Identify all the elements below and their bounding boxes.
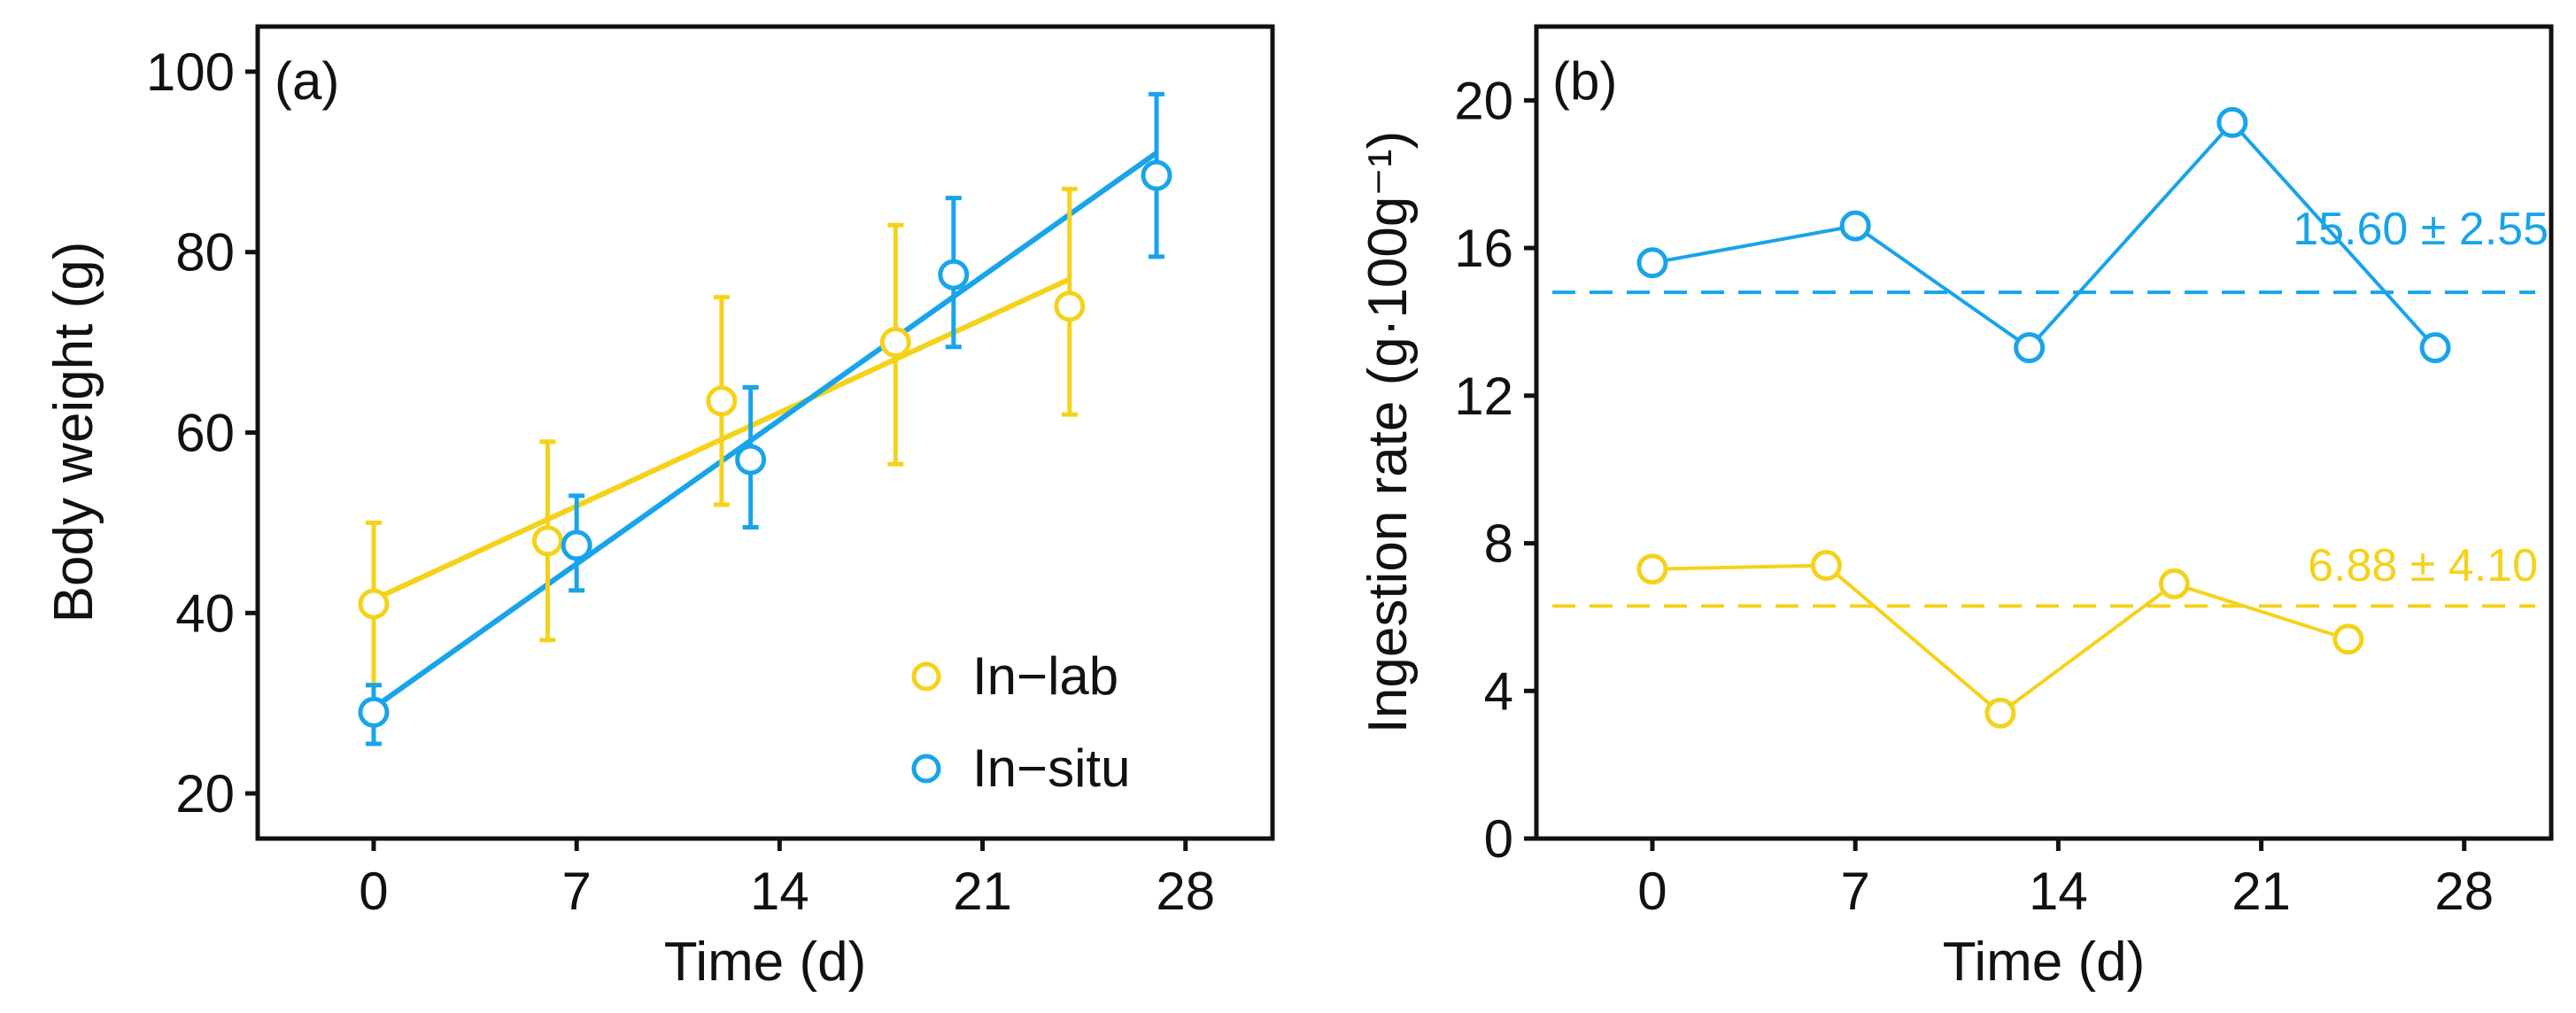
y-tick-label: 100 (146, 43, 235, 102)
panel-b-x-axis: 0 7 14 21 28 (1637, 839, 2494, 921)
y-tick-label: 60 (175, 404, 235, 463)
x-tick-label: 7 (1840, 862, 1869, 921)
mean-label-in-situ: 15.60 ± 2.55 (2293, 204, 2549, 255)
panel-a-x-axis-title: Time (d) (664, 932, 866, 993)
y-tick-label: 0 (1484, 809, 1513, 869)
data-point-in-situ (735, 444, 767, 476)
series-line-in-lab (1652, 563, 2349, 715)
panel-a-y-axis: 20 40 60 80 100 (146, 43, 258, 824)
panel-b-y-axis: 0 4 8 12 16 20 (1454, 71, 1536, 869)
panel-a-y-axis-title: Body weight (g) (43, 242, 104, 623)
y-tick-label: 20 (1454, 71, 1513, 130)
data-point-in-lab (1810, 550, 1842, 582)
legend-label-in-lab: In−lab (972, 646, 1118, 706)
x-tick-label: 14 (750, 862, 809, 921)
data-point-in-lab (1054, 290, 1086, 322)
panel-b-ingestion-rate: (b) 0 4 8 12 16 20 0 7 14 21 28 Time (d) Ingestio… (1358, 24, 2554, 993)
data-point-in-situ (1839, 210, 1871, 242)
x-tick-label: 28 (2434, 862, 2494, 921)
panel-a-x-axis: 0 7 14 21 28 (359, 839, 1215, 921)
panel-b-y-axis-title: Ingestion rate (g·100g⁻¹) (1358, 131, 1419, 734)
data-point-in-situ (2014, 332, 2046, 364)
x-tick-label: 28 (1156, 862, 1215, 921)
legend-marker-in-lab (911, 661, 941, 692)
x-tick-label: 14 (2029, 862, 2088, 921)
panel-a-label: (a) (275, 51, 339, 111)
y-tick-label: 16 (1454, 219, 1513, 278)
data-point-in-lab (531, 525, 563, 557)
legend-label-in-situ: In−situ (972, 738, 1130, 798)
y-tick-label: 20 (175, 764, 235, 824)
data-point-in-lab (2158, 568, 2190, 599)
mean-label-in-lab: 6.88 ± 4.10 (2308, 540, 2538, 592)
data-point-in-situ (938, 259, 970, 290)
data-point-in-situ (358, 696, 390, 728)
x-tick-label: 7 (561, 862, 591, 921)
data-point-in-situ (2216, 106, 2248, 138)
data-point-in-situ (561, 530, 592, 561)
y-tick-label: 80 (175, 223, 235, 282)
panel-b-frame (1534, 24, 2554, 841)
y-tick-label: 8 (1484, 514, 1513, 574)
data-point-in-situ (2419, 332, 2451, 364)
x-tick-label: 0 (1637, 862, 1667, 921)
data-point-in-situ (1636, 247, 1668, 279)
legend-marker-in-situ (911, 754, 941, 784)
y-tick-label: 4 (1484, 661, 1513, 721)
data-point-in-lab (1636, 553, 1668, 585)
data-point-in-lab (706, 385, 738, 417)
panel-b-label: (b) (1552, 51, 1617, 111)
data-point-in-lab (1984, 697, 2016, 729)
x-tick-label: 21 (953, 862, 1012, 921)
data-point-in-situ (1141, 159, 1172, 191)
panel-b-plot-area (1552, 106, 2535, 729)
data-point-in-lab (358, 588, 390, 620)
x-tick-label: 0 (359, 862, 388, 921)
panel-a-body-weight: (a) 20 40 60 80 100 0 7 14 21 28 Time (d) Body w… (43, 24, 1275, 993)
y-tick-label: 12 (1454, 367, 1513, 426)
panel-b-x-axis-title: Time (d) (1943, 932, 2145, 993)
y-tick-label: 40 (175, 584, 235, 643)
panel-a-plot-area (358, 91, 1172, 746)
fit-line-in-situ (372, 151, 1158, 710)
panel-a-legend: In−lab In−situ (911, 646, 1130, 798)
data-point-in-lab (879, 327, 911, 359)
data-point-in-lab (2332, 623, 2364, 655)
x-tick-label: 21 (2232, 862, 2291, 921)
